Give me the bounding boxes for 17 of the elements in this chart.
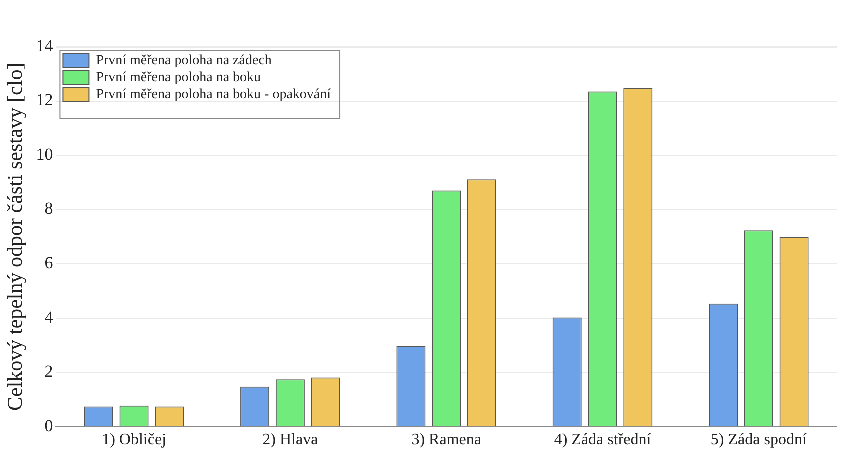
y-tick-label: 0 bbox=[44, 416, 54, 436]
x-tick-label: 2) Hlava bbox=[262, 432, 318, 449]
y-tick-label: 4 bbox=[44, 308, 54, 327]
y-tick-label: 6 bbox=[44, 253, 54, 272]
y-tick-label: 14 bbox=[36, 36, 54, 56]
y-axis-title: Celkový tepelný odpor části sestavy [clo] bbox=[3, 62, 28, 411]
y-tick-label: 2 bbox=[44, 362, 54, 382]
legend-label: První měřena poloha na boku - opakování bbox=[96, 88, 332, 103]
legend-label: První měřena poloha na zádech bbox=[96, 54, 272, 69]
legend-label: První měřena poloha na boku bbox=[96, 70, 262, 86]
y-tick-label: 10 bbox=[36, 144, 54, 164]
x-tick-label: 1) Obličej bbox=[102, 432, 166, 449]
x-tick-label: 4) Záda střední bbox=[554, 432, 652, 449]
y-tick-label: 8 bbox=[44, 199, 54, 218]
x-tick-label: 5) Záda spodní bbox=[710, 432, 808, 449]
x-tick-label: 3) Ramena bbox=[412, 432, 482, 449]
y-tick-label: 12 bbox=[36, 90, 54, 110]
